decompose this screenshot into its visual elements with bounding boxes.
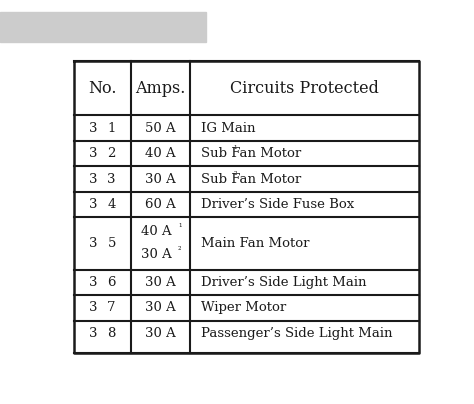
Text: Sub Fan Motor: Sub Fan Motor	[201, 173, 301, 185]
Text: 3: 3	[107, 173, 116, 185]
Text: Driver’s Side Light Main: Driver’s Side Light Main	[201, 276, 366, 289]
Text: 30 A: 30 A	[145, 327, 176, 340]
Text: 3: 3	[89, 173, 98, 185]
Text: ¹: ¹	[234, 145, 237, 154]
Text: Wiper Motor: Wiper Motor	[201, 301, 286, 314]
Text: ²: ²	[178, 246, 182, 255]
Text: Passenger’s Side Light Main: Passenger’s Side Light Main	[201, 327, 392, 340]
Text: Amps.: Amps.	[135, 80, 185, 97]
Text: 30 A: 30 A	[145, 173, 176, 185]
Text: 3: 3	[89, 276, 98, 289]
Text: 3: 3	[89, 147, 98, 160]
Text: 50 A: 50 A	[145, 122, 175, 135]
Text: Circuits Protected: Circuits Protected	[230, 80, 379, 97]
Text: 3: 3	[89, 301, 98, 314]
Text: 30 A: 30 A	[145, 276, 176, 289]
Text: IG Main: IG Main	[201, 122, 255, 135]
Text: Driver’s Side Fuse Box: Driver’s Side Fuse Box	[201, 198, 354, 211]
Text: 3: 3	[89, 122, 98, 135]
Text: Sub Fan Motor: Sub Fan Motor	[201, 147, 301, 160]
Text: ²: ²	[234, 170, 237, 180]
Text: 3: 3	[89, 198, 98, 211]
Text: 40 A: 40 A	[145, 147, 175, 160]
Text: ¹: ¹	[178, 223, 182, 232]
Text: 8: 8	[108, 327, 116, 340]
Text: 2: 2	[108, 147, 116, 160]
Text: 30 A: 30 A	[145, 301, 176, 314]
Text: 4: 4	[108, 198, 116, 211]
Text: No.: No.	[88, 80, 117, 97]
Text: 5: 5	[108, 237, 116, 250]
Text: 30 A: 30 A	[141, 248, 172, 261]
Text: Main Fan Motor: Main Fan Motor	[201, 237, 309, 250]
Text: 1: 1	[108, 122, 116, 135]
Text: 60 A: 60 A	[145, 198, 176, 211]
Text: 7: 7	[107, 301, 116, 314]
Text: 40 A: 40 A	[141, 225, 172, 238]
Text: 3: 3	[89, 327, 98, 340]
Text: 3: 3	[89, 237, 98, 250]
Text: 6: 6	[107, 276, 116, 289]
